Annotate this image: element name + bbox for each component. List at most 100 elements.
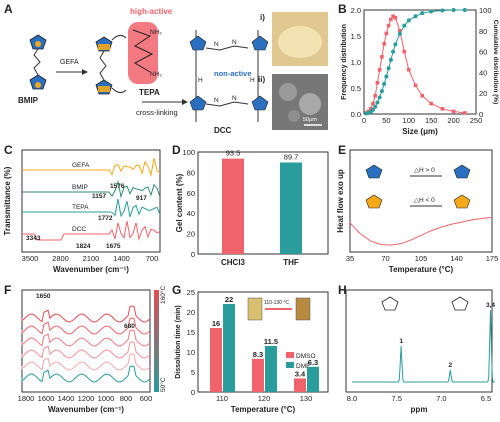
spectrum-line xyxy=(21,305,151,323)
panel-g-chart: 0 5 10 15 20 25 16 22 110 8.311.5 120 3.46.3 130 DMSO… xyxy=(175,288,329,414)
x-tick-label: 140 xyxy=(450,254,463,263)
x-tick-label: 700 xyxy=(146,254,159,263)
category-label: 130 xyxy=(300,394,313,403)
maleimide-structure xyxy=(381,296,399,311)
bar-value-label: 8.3 xyxy=(253,350,263,359)
plot-frame xyxy=(363,9,477,115)
data-point xyxy=(397,31,402,36)
svg-text:H: H xyxy=(250,77,255,84)
peak-annotation: 917 xyxy=(136,195,147,202)
data-point xyxy=(371,101,375,106)
y2-tick-label: 0 xyxy=(479,110,483,119)
high-active-label: high-active xyxy=(130,7,173,16)
dcc-network: N N N N H H xyxy=(189,30,269,122)
category-label: CHCl3 xyxy=(221,258,246,267)
x-tick-label: 1000 xyxy=(98,394,115,403)
panel-h-chart: 8.0 7.5 7.0 6.5 ppm 1 2 3,4 xyxy=(345,289,495,414)
plot-frame xyxy=(349,149,493,253)
data-point xyxy=(373,104,378,109)
x-tick-label: 1200 xyxy=(78,394,95,403)
y-axis-label: Dissolution time (min) xyxy=(175,305,182,379)
x-axis-label: Temperature (°C) xyxy=(389,265,454,274)
y2-tick-label: 40 xyxy=(479,68,487,77)
x-tick-label: 0 xyxy=(362,116,366,125)
peak-label: 1 xyxy=(399,338,403,345)
molecule-icon xyxy=(453,164,471,179)
x-axis-label: Wavenumber (cm⁻¹) xyxy=(48,405,124,414)
data-point xyxy=(375,81,380,85)
x-tick-label: 1600 xyxy=(38,394,55,403)
y-tick-label: 0 xyxy=(191,250,195,259)
bmip-molecule xyxy=(29,34,47,90)
bar xyxy=(280,162,302,254)
x-tick-label: 105 xyxy=(415,254,428,263)
y-tick-label: 0.5 xyxy=(351,84,361,93)
bar-value-label: 16 xyxy=(212,319,220,328)
y2-axis-label: Cumulative distribution (%) xyxy=(492,20,499,105)
data-point xyxy=(398,29,402,33)
data-point xyxy=(389,17,393,22)
data-point xyxy=(384,74,389,79)
data-point xyxy=(377,95,382,100)
bar-value-label: 22 xyxy=(225,295,233,304)
data-point xyxy=(377,68,382,72)
panel-d-chart: 0 20 40 60 80 100 93.5 CHCl3 89.7 THF Gel content … xyxy=(175,148,329,267)
spectrum-line xyxy=(21,317,151,335)
panel-label-a: A xyxy=(4,2,13,16)
plot-frame xyxy=(197,151,329,255)
colorbar-top-label: 160°C xyxy=(159,286,167,304)
data-point xyxy=(375,100,380,105)
panel-label-f: F xyxy=(4,283,12,297)
reaction-note: △H < 0 xyxy=(414,197,435,204)
y-tick-label: 2.0 xyxy=(351,6,361,15)
y2-tick-label: 20 xyxy=(479,89,487,98)
series-line xyxy=(22,158,161,177)
panel-label-g: G xyxy=(172,283,182,297)
bar-value-label: 3.4 xyxy=(295,369,306,378)
bar-value-label: 93.5 xyxy=(226,149,241,158)
peak-annotation: 3343 xyxy=(26,235,41,242)
data-point xyxy=(402,49,407,54)
data-point xyxy=(386,66,391,71)
data-point xyxy=(451,8,456,12)
svg-text:N: N xyxy=(214,97,219,104)
panel-f-chart: 1800 1600 1400 1200 1000 800 600 Wavenumber (cm… xyxy=(18,286,167,414)
data-point xyxy=(373,94,377,98)
svg-text:N: N xyxy=(214,41,219,48)
legend-label: DMF xyxy=(296,363,310,370)
x-tick-label: 7.0 xyxy=(436,394,446,403)
peak-annotation: 1675 xyxy=(106,243,121,250)
series-line xyxy=(349,216,493,246)
data-point xyxy=(420,11,425,16)
data-point xyxy=(368,107,373,111)
x-tick-label: 2100 xyxy=(83,254,100,263)
legend-label: DMSO xyxy=(296,353,316,360)
panel-label-e: E xyxy=(338,143,347,157)
peak-annotation: 1157 xyxy=(92,193,106,200)
peak-annotation: 1772 xyxy=(98,215,113,222)
y-axis-label: Transmittance (%) xyxy=(3,166,12,235)
legend-swatch xyxy=(286,352,294,358)
gefa-adduct xyxy=(95,34,127,95)
data-point xyxy=(440,8,445,13)
peak-annotation: 1824 xyxy=(76,243,91,250)
molecule-icon xyxy=(453,194,471,209)
x-tick-label: 35 xyxy=(346,254,354,263)
y-tick-label: 60 xyxy=(187,189,195,198)
y-axis-label: Frequency distribution xyxy=(341,24,348,100)
data-point xyxy=(370,107,375,112)
photo-i-label: i) xyxy=(260,13,265,22)
x-tick-label: 175 xyxy=(486,254,499,263)
data-point xyxy=(382,81,387,86)
tepa-molecule: NH₂ NH₂ xyxy=(128,22,162,84)
plot-frame xyxy=(21,289,151,393)
reaction-note: △H > 0 xyxy=(414,167,435,174)
colorbar-bottom-label: 50°C xyxy=(159,377,167,392)
svg-text:NH₂: NH₂ xyxy=(150,71,162,78)
peak-label: 3,4 xyxy=(486,302,495,309)
peak-annotation: 1650 xyxy=(36,293,51,300)
data-point xyxy=(462,8,467,12)
x-tick-label: 100 xyxy=(403,116,416,125)
x-tick-label: 70 xyxy=(381,254,389,263)
bar-value-label: 89.7 xyxy=(284,153,299,162)
